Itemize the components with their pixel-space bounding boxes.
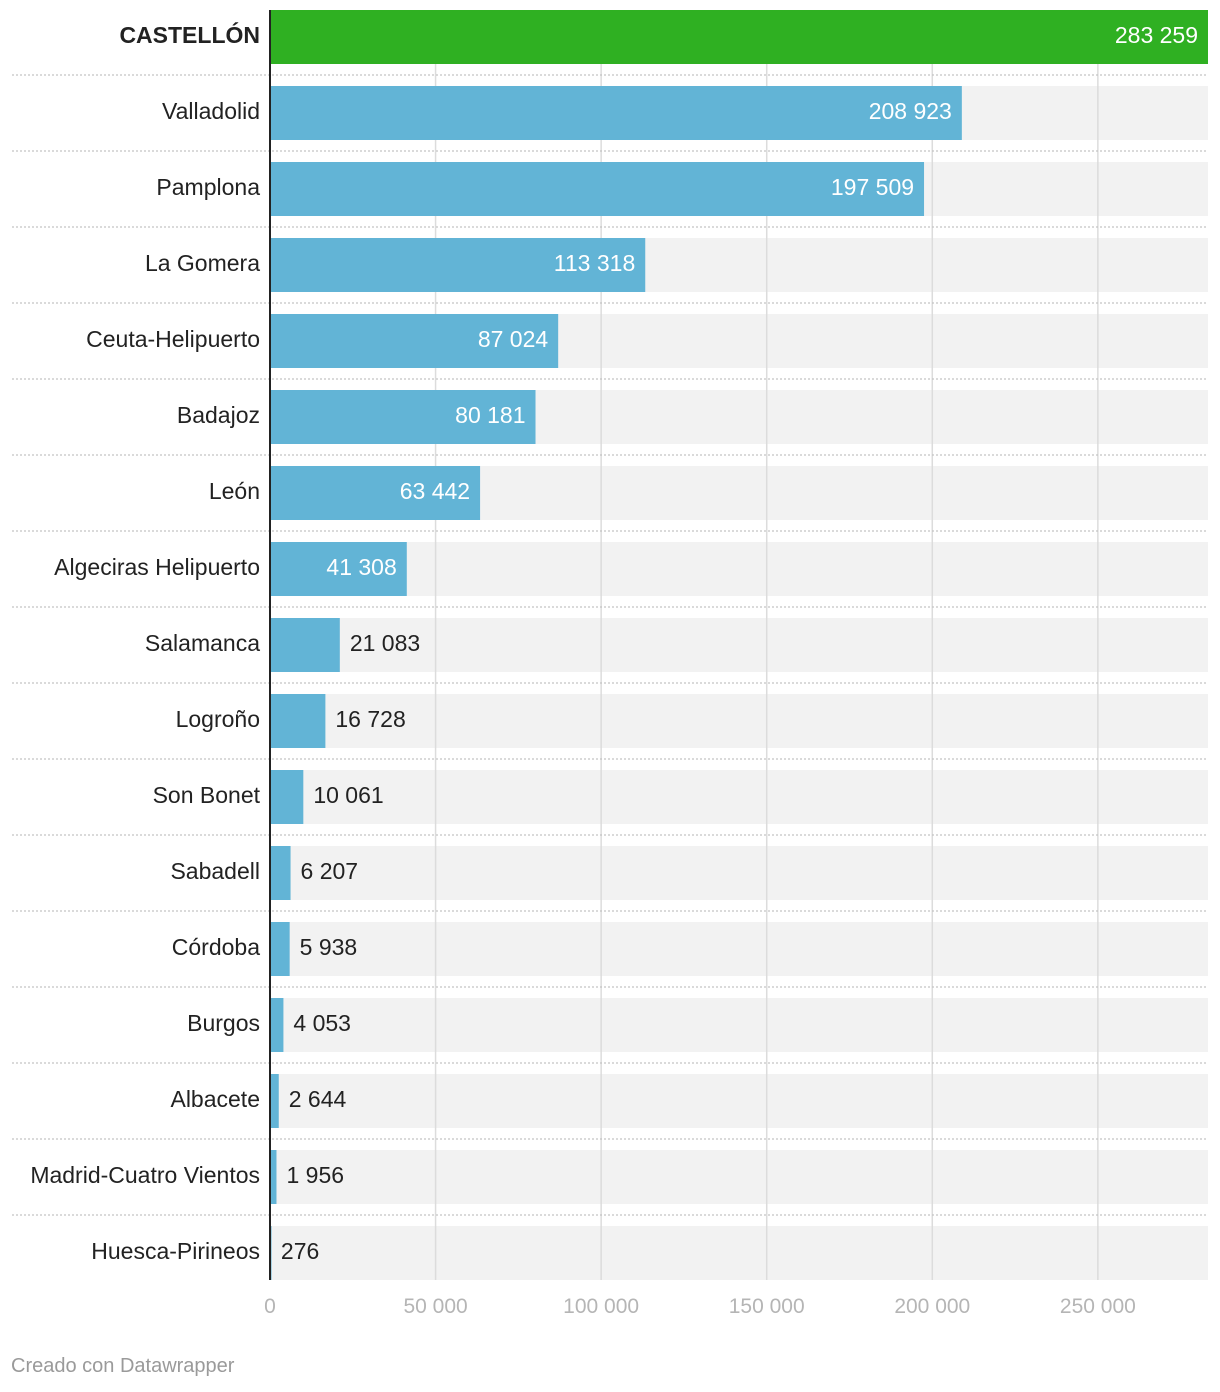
value-label: 4 053 bbox=[293, 1010, 351, 1036]
bar-track bbox=[270, 618, 1208, 672]
value-label: 208 923 bbox=[869, 98, 952, 124]
bar bbox=[270, 770, 304, 824]
bar bbox=[270, 86, 962, 140]
value-label: 63 442 bbox=[400, 478, 470, 504]
bar bbox=[270, 922, 290, 976]
bar bbox=[270, 998, 284, 1052]
bar-track bbox=[270, 1226, 1208, 1280]
value-label: 10 061 bbox=[313, 782, 383, 808]
value-label: 87 024 bbox=[478, 326, 549, 352]
category-label: Albacete bbox=[170, 1086, 260, 1112]
bar bbox=[270, 10, 1208, 64]
category-label: Sabadell bbox=[170, 858, 260, 884]
category-label: Córdoba bbox=[172, 934, 260, 960]
bar bbox=[270, 314, 559, 368]
category-label: CASTELLÓN bbox=[119, 21, 260, 48]
bar bbox=[270, 1074, 279, 1128]
bar-track bbox=[270, 998, 1208, 1052]
credit-text[interactable]: Creado con Datawrapper bbox=[11, 1355, 235, 1377]
bar-track bbox=[270, 694, 1208, 748]
bar bbox=[270, 238, 646, 292]
category-label: León bbox=[209, 478, 260, 504]
bar-track bbox=[270, 1150, 1208, 1204]
value-label: 16 728 bbox=[335, 706, 405, 732]
x-tick-label: 200 000 bbox=[894, 1295, 970, 1318]
category-label: La Gomera bbox=[145, 250, 260, 276]
category-label: Huesca-Pirineos bbox=[91, 1238, 260, 1264]
value-label: 113 318 bbox=[554, 250, 635, 276]
bar bbox=[270, 162, 925, 216]
bar-chart: CASTELLÓN 283 259 Valladolid 208 923 Pamplon… bbox=[12, 10, 1208, 1318]
value-label: 283 259 bbox=[1115, 22, 1198, 48]
category-label: Valladolid bbox=[162, 98, 260, 124]
bar-track bbox=[270, 770, 1208, 824]
value-label: 41 308 bbox=[326, 554, 396, 580]
category-label: Madrid-Cuatro Vientos bbox=[30, 1162, 260, 1188]
x-tick-label: 250 000 bbox=[1060, 1295, 1136, 1318]
value-label: 6 207 bbox=[301, 858, 359, 884]
bar-track bbox=[270, 1074, 1208, 1128]
category-label: Algeciras Helipuerto bbox=[54, 554, 260, 580]
x-tick-label: 150 000 bbox=[729, 1295, 805, 1318]
value-label: 197 509 bbox=[831, 174, 914, 200]
value-label: 5 938 bbox=[300, 934, 358, 960]
x-tick-label: 0 bbox=[264, 1295, 276, 1318]
category-label: Ceuta-Helipuerto bbox=[86, 326, 260, 352]
bar bbox=[270, 542, 407, 596]
category-label: Son Bonet bbox=[153, 782, 261, 808]
bar bbox=[270, 390, 536, 444]
x-tick-label: 50 000 bbox=[403, 1295, 467, 1318]
category-label: Salamanca bbox=[145, 630, 260, 656]
bar bbox=[270, 618, 340, 672]
bar bbox=[270, 694, 326, 748]
category-label: Burgos bbox=[187, 1010, 260, 1036]
value-label: 21 083 bbox=[350, 630, 420, 656]
bar bbox=[270, 466, 481, 520]
category-label: Badajoz bbox=[177, 402, 260, 428]
value-label: 2 644 bbox=[289, 1086, 347, 1112]
value-label: 276 bbox=[281, 1238, 319, 1264]
bar bbox=[270, 1150, 277, 1204]
category-label: Logroño bbox=[176, 706, 260, 732]
value-label: 1 956 bbox=[286, 1162, 344, 1188]
x-tick-label: 100 000 bbox=[563, 1295, 639, 1318]
category-label: Pamplona bbox=[156, 174, 260, 200]
value-label: 80 181 bbox=[455, 402, 525, 428]
bar bbox=[270, 846, 291, 900]
bar-track bbox=[270, 542, 1208, 596]
bar-track bbox=[270, 922, 1208, 976]
bar-track bbox=[270, 846, 1208, 900]
